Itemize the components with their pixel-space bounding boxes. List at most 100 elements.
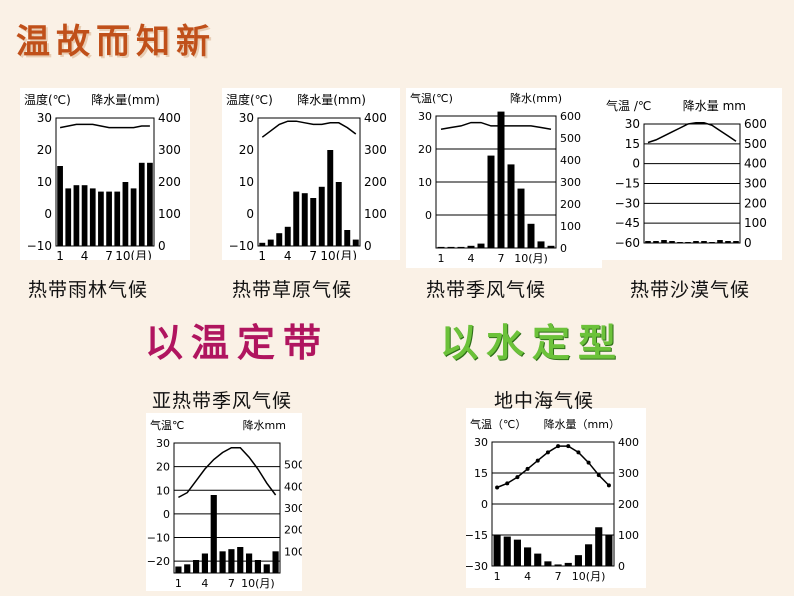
precip-bar (98, 191, 104, 246)
temp-tick-label: 20 (156, 461, 170, 474)
precip-axis-title: 降水(mm) (510, 91, 562, 105)
x-tick-label: 7 (228, 577, 235, 590)
precip-bar (733, 241, 739, 243)
temperature-point (505, 481, 510, 486)
x-tick-label: 10(月) (572, 570, 606, 583)
precip-bar (276, 233, 283, 246)
temperature-line (647, 121, 737, 144)
caption-subtropical-monsoon: 亚热带季风气候 (152, 390, 293, 412)
temp-tick-label: 30 (474, 436, 488, 449)
precip-tick-label: 0 (560, 242, 567, 255)
temp-tick-label: 0 (246, 207, 254, 221)
precip-tick-label: 300 (284, 502, 302, 515)
precip-tick-label: 200 (744, 196, 767, 210)
x-tick-label: 4 (468, 252, 475, 265)
precip-bar (487, 155, 495, 248)
precip-bar (709, 242, 715, 243)
precip-bar (301, 193, 308, 246)
precip-tick-label: 100 (560, 220, 581, 233)
precip-bar (284, 226, 291, 246)
temp-axis-title: 气温℃ (150, 418, 184, 432)
precip-bar (725, 241, 731, 243)
precip-bar (507, 164, 515, 248)
precip-bar (524, 547, 532, 566)
precip-tick-label: 200 (284, 524, 302, 537)
temp-tick-label: −20 (147, 555, 170, 568)
precip-tick-label: 300 (560, 176, 581, 189)
precip-bar (263, 564, 270, 573)
precip-tick-label: 100 (618, 529, 639, 542)
precip-bar (57, 166, 63, 246)
plot-frame (55, 117, 155, 247)
precip-tick-label: 500 (560, 132, 581, 145)
precip-axis-title: 降水量(mm) (297, 93, 366, 107)
precip-tick-label: 200 (618, 498, 639, 511)
precip-bar (318, 186, 325, 246)
precip-tick-label: 400 (158, 111, 181, 125)
temp-axis-title: 气温（℃） (470, 417, 526, 431)
temperature-point (525, 466, 530, 471)
precip-bar (352, 239, 359, 246)
temperature-point (535, 458, 540, 463)
temp-tick-label: 0 (163, 508, 170, 521)
precip-tick-label: 400 (284, 480, 302, 493)
precip-bar (344, 230, 351, 246)
precip-bar (184, 564, 191, 573)
temperature-point (515, 475, 520, 480)
x-tick-label: 1 (175, 577, 182, 590)
precip-bar (467, 245, 475, 248)
precip-bar (685, 242, 691, 243)
temp-tick-label: 30 (156, 437, 170, 450)
precip-bar (547, 245, 555, 248)
temperature-point (545, 450, 550, 455)
precip-tick-label: 400 (364, 111, 387, 125)
temp-tick-label: −30 (466, 560, 488, 573)
precip-bar (564, 562, 572, 566)
precip-bar (89, 188, 96, 246)
temp-axis-title: 气温 /℃ (606, 98, 651, 113)
x-tick-label: 7 (105, 249, 113, 260)
precip-bar (147, 162, 153, 246)
precip-tick-label: 0 (744, 236, 752, 250)
temp-tick-label: 30 (418, 110, 432, 123)
temp-tick-label: −15 (466, 529, 488, 542)
temp-tick-label: 20 (418, 143, 432, 156)
x-tick-label: 1 (494, 570, 501, 583)
precip-tick-label: 0 (364, 239, 372, 253)
precip-bar (653, 241, 659, 243)
precip-bar (192, 560, 200, 573)
temp-tick-label: 10 (37, 175, 52, 189)
precip-bar (701, 241, 707, 243)
precip-bar (669, 241, 675, 243)
precip-bar (574, 555, 582, 566)
precip-bar (81, 185, 88, 246)
precip-bar (114, 191, 121, 246)
caption-mediterranean: 地中海气候 (494, 390, 595, 412)
caption-monsoon: 热带季风气候 (426, 279, 547, 301)
precip-bar (310, 198, 317, 246)
precip-bar (544, 561, 552, 566)
temp-tick-label: 10 (418, 176, 432, 189)
temp-axis-title: 温度(℃) (226, 92, 273, 107)
caption-desert: 热带沙漠气候 (630, 279, 751, 301)
caption-savanna: 热带草原气候 (232, 279, 353, 301)
x-tick-label: 4 (201, 577, 208, 590)
temp-tick-label: 15 (474, 467, 488, 480)
temp-axis-title: 气温(℃) (410, 91, 453, 105)
x-tick-label: 7 (498, 252, 505, 265)
precip-bar (65, 188, 72, 246)
precip-tick-label: 600 (560, 110, 581, 123)
x-tick-label: 7 (555, 570, 562, 583)
temp-tick-label: 20 (239, 143, 254, 157)
precip-bar (595, 527, 603, 566)
chart-panel-6: 气温（℃） 降水量（mm） 30 15 0 −15 −30 400 300 200 100 0 1 4 7 1… (465, 408, 646, 588)
temp-axis-title: 温度(℃) (24, 92, 71, 107)
x-tick-label: 4 (524, 570, 531, 583)
precip-bar (254, 560, 262, 573)
plot-frame (435, 115, 557, 249)
temp-tick-label: 0 (481, 498, 488, 511)
temp-tick-label: −15 (615, 177, 640, 191)
precip-tick-label: 400 (744, 157, 767, 171)
